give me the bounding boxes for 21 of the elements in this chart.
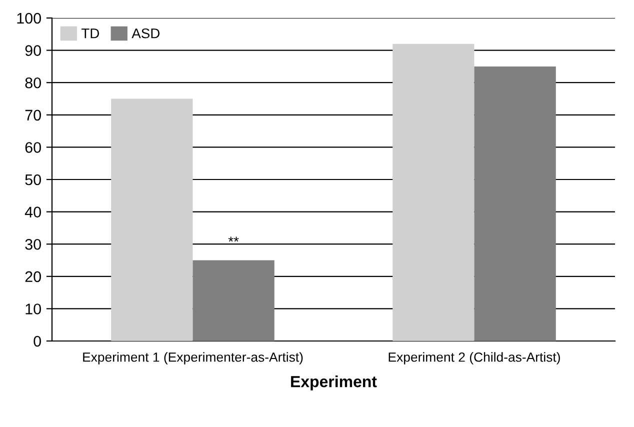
y-tick-label: 70 (25, 110, 41, 121)
legend-label: ASD (132, 28, 160, 38)
bar (392, 44, 474, 341)
y-tick-label: 40 (24, 206, 41, 218)
y-tick-label: 20 (25, 271, 41, 282)
y-tick-label: 50 (25, 174, 41, 186)
bar (111, 98, 193, 341)
y-tick-label: 100 (17, 12, 41, 24)
x-tick-label: Experiment 2 (Child-as-Artist) (388, 352, 560, 364)
y-tick-label: 60 (25, 142, 41, 153)
x-axis-title: Experiment (291, 376, 377, 390)
legend-label: TD (81, 28, 100, 38)
annotation: ** (228, 236, 239, 242)
x-tick-label: Experiment 1 (Experimenter-as-Artist) (83, 352, 303, 364)
bar (192, 260, 274, 341)
y-tick-label: 30 (25, 238, 41, 250)
y-tick-label: 0 (34, 336, 41, 347)
bar (474, 66, 556, 341)
y-tick-label: 80 (25, 77, 41, 88)
y-tick-label: 90 (25, 45, 41, 56)
y-tick-label: 10 (26, 304, 41, 314)
